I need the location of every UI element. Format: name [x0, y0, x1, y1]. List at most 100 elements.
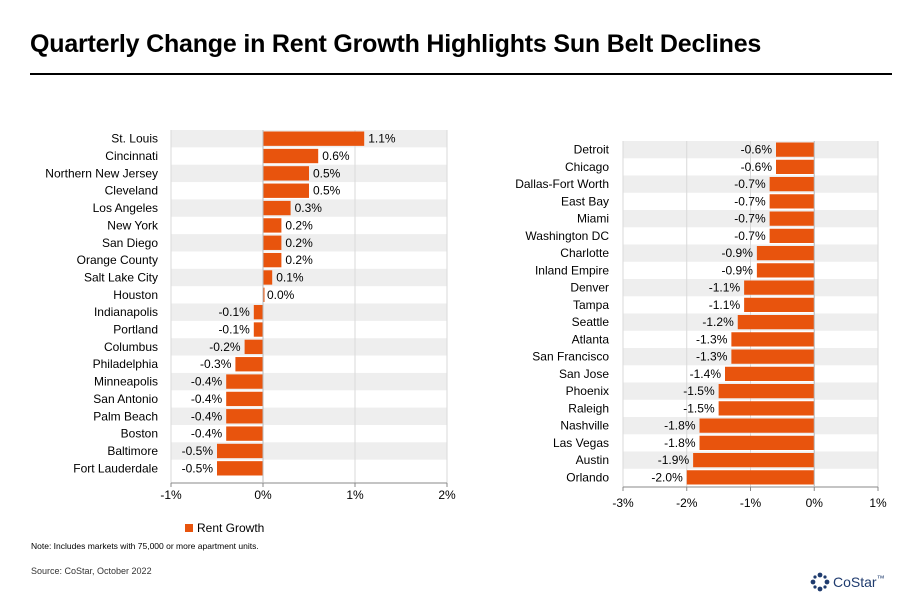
data-label: -0.3%: [200, 357, 232, 371]
data-label: -1.2%: [702, 315, 734, 329]
bar: [718, 401, 815, 416]
bar: [244, 339, 263, 355]
category-label: Dallas-Fort Worth: [515, 177, 609, 191]
data-label: -0.7%: [734, 212, 766, 226]
category-label: Philadelphia: [93, 357, 159, 371]
legend: Rent Growth: [185, 521, 264, 535]
data-label: 0.2%: [285, 253, 313, 267]
bar: [226, 391, 263, 407]
data-label: 0.6%: [322, 149, 350, 163]
category-label: Indianapolis: [94, 305, 158, 319]
bar: [744, 297, 815, 312]
bar: [699, 418, 815, 433]
data-label: 1.1%: [368, 132, 396, 146]
category-label: Denver: [570, 281, 609, 295]
x-tick-label: 1%: [869, 496, 887, 510]
data-label: -2.0%: [651, 470, 683, 484]
bar: [731, 349, 815, 364]
row-band: [171, 199, 447, 217]
data-label: -1.3%: [696, 350, 728, 364]
category-label: Palm Beach: [93, 409, 158, 423]
data-label: -0.5%: [182, 461, 214, 475]
title-divider: [30, 73, 892, 75]
x-tick-label: 0%: [254, 488, 272, 502]
category-label: San Francisco: [532, 350, 609, 364]
data-label: -0.4%: [191, 409, 223, 423]
category-label: Phoenix: [566, 384, 609, 398]
data-label: -0.1%: [218, 305, 250, 319]
costar-logo: CoStar™: [810, 572, 885, 592]
x-tick-label: 0%: [806, 496, 824, 510]
x-tick-label: 1%: [346, 488, 364, 502]
bar: [718, 384, 815, 399]
category-label: St. Louis: [111, 132, 158, 146]
category-label: Detroit: [574, 143, 610, 157]
source-line: Source: CoStar, October 2022: [31, 566, 152, 576]
bar: [226, 374, 263, 389]
data-label: -1.5%: [683, 401, 715, 415]
category-label: Baltimore: [107, 444, 158, 458]
category-label: San Antonio: [93, 392, 158, 406]
data-label: -0.7%: [734, 229, 766, 243]
bar: [263, 200, 291, 216]
bar: [263, 252, 282, 268]
category-label: Orange County: [77, 253, 158, 267]
data-label: -1.1%: [709, 281, 741, 295]
category-label: Nashville: [560, 419, 609, 433]
bar: [769, 211, 815, 226]
costar-star-icon: [810, 572, 830, 592]
bar: [693, 453, 815, 468]
bar: [686, 470, 815, 485]
data-label: -0.1%: [218, 323, 250, 337]
bar: [226, 409, 263, 424]
bar: [769, 177, 815, 192]
data-label: -0.7%: [734, 177, 766, 191]
category-label: Seattle: [572, 315, 610, 329]
category-label: East Bay: [561, 194, 609, 208]
x-tick-label: -1%: [160, 488, 182, 502]
bar: [756, 246, 815, 261]
category-label: San Diego: [102, 236, 158, 250]
bar: [776, 159, 815, 174]
bar: [263, 287, 265, 302]
x-tick-label: -3%: [612, 496, 634, 510]
bar: [253, 322, 263, 337]
bar: [263, 218, 282, 233]
data-label: -1.8%: [664, 436, 696, 450]
data-label: 0.3%: [295, 201, 323, 215]
category-label: Washington DC: [525, 229, 609, 243]
x-tick-label: -1%: [740, 496, 762, 510]
category-label: Salt Lake City: [84, 270, 158, 284]
category-label: Raleigh: [568, 401, 609, 415]
bar: [226, 426, 263, 441]
category-label: Charlotte: [560, 246, 609, 260]
data-label: -0.4%: [191, 427, 223, 441]
legend-label: Rent Growth: [197, 521, 265, 535]
row-band: [171, 338, 447, 356]
data-label: -0.6%: [741, 143, 773, 157]
bar: [217, 443, 263, 459]
data-label: 0.5%: [313, 166, 341, 180]
data-label: -1.1%: [709, 298, 741, 312]
category-label: Fort Lauderdale: [73, 461, 158, 475]
category-label: Cleveland: [105, 184, 158, 198]
data-label: 0.1%: [276, 270, 304, 284]
category-label: New York: [107, 218, 159, 232]
bar: [253, 305, 263, 320]
data-label: -1.5%: [683, 384, 715, 398]
category-label: Tampa: [573, 298, 609, 312]
bar: [756, 263, 815, 278]
category-label: Los Angeles: [93, 201, 158, 215]
bar: [776, 142, 815, 157]
bar: [744, 280, 815, 295]
x-tick-label: -2%: [676, 496, 698, 510]
data-label: 0.2%: [285, 236, 313, 250]
bar: [737, 315, 815, 330]
row-band: [171, 268, 447, 287]
x-tick-label: 2%: [438, 488, 456, 502]
category-label: Chicago: [565, 160, 609, 174]
data-label: -1.9%: [658, 453, 690, 467]
data-label: -0.6%: [741, 160, 773, 174]
category-label: Houston: [113, 288, 158, 302]
